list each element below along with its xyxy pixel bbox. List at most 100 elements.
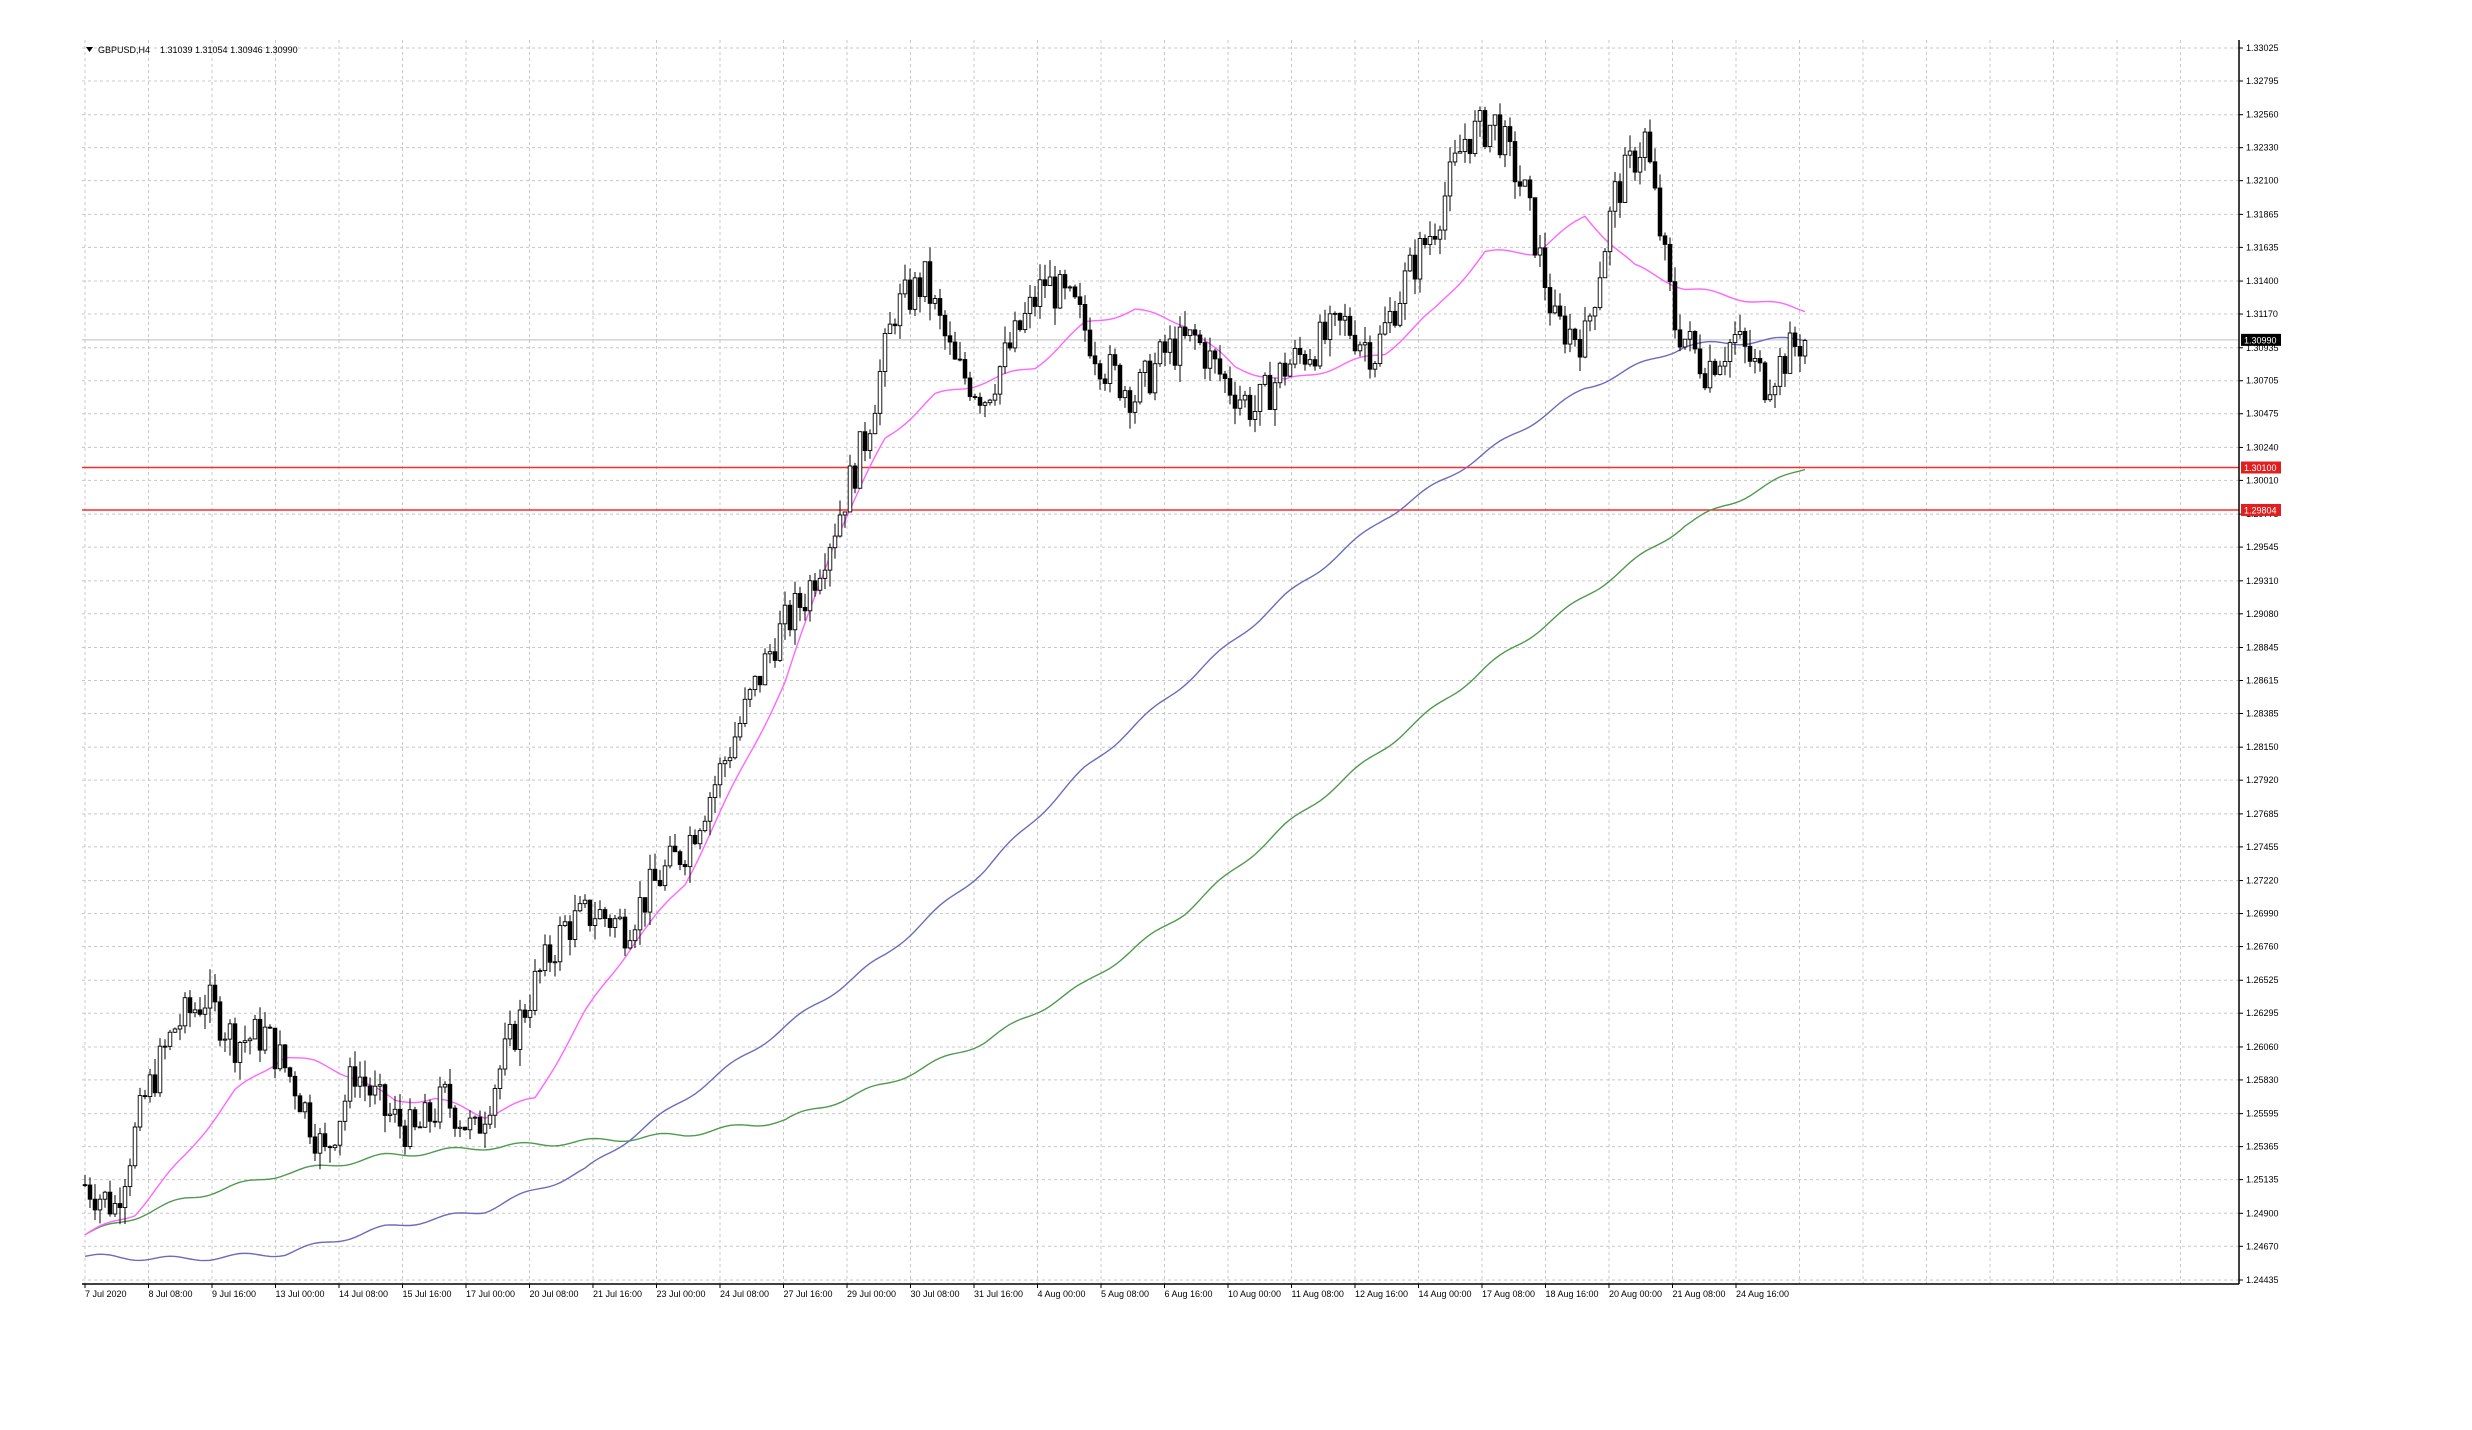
- candle: [207, 969, 213, 1023]
- candle: [777, 610, 783, 662]
- candle: [307, 1094, 313, 1145]
- candle: [1412, 239, 1418, 295]
- candle: [87, 1177, 93, 1208]
- candle: [1157, 338, 1163, 367]
- candle: [172, 1027, 178, 1034]
- x-tick-label: 8 Jul 08:00: [149, 1289, 193, 1299]
- level-price-tag: [2241, 461, 2281, 474]
- candle: [1642, 127, 1648, 171]
- x-tick-label: 14 Jul 08:00: [339, 1289, 388, 1299]
- y-tick-label: 1.24670: [2246, 1241, 2279, 1251]
- candle: [1732, 321, 1738, 355]
- candle: [1517, 165, 1523, 197]
- price-chart[interactable]: 1.33025 1.32795 1.32560 1.32330 1.32100 1.318…: [82, 40, 2289, 1305]
- candle: [217, 996, 223, 1047]
- candle: [1557, 293, 1563, 320]
- candle: [282, 1044, 288, 1073]
- candle: [862, 421, 868, 462]
- candle: [1187, 329, 1193, 342]
- candle: [352, 1051, 358, 1098]
- y-tick-label: 1.28385: [2246, 708, 2279, 718]
- y-tick-label: 1.27455: [2246, 842, 2279, 852]
- candle: [272, 1027, 278, 1079]
- y-tick-label: 1.30010: [2246, 475, 2279, 485]
- candle: [1302, 350, 1308, 371]
- candle: [1217, 345, 1223, 382]
- y-tick-label: 1.30935: [2246, 343, 2279, 353]
- candle: [1492, 114, 1498, 141]
- candle: [537, 968, 543, 984]
- level-price-tag: [2241, 503, 2281, 516]
- dropdown-triangle-icon[interactable]: [86, 47, 93, 52]
- candle: [817, 569, 823, 595]
- candle: [1682, 338, 1688, 350]
- candle: [1002, 326, 1008, 374]
- candle: [1402, 262, 1408, 320]
- candle: [262, 1012, 268, 1055]
- y-tick-label: 1.26760: [2246, 942, 2279, 952]
- candle: [112, 1195, 118, 1217]
- candle: [1477, 106, 1483, 137]
- candle: [1027, 285, 1033, 329]
- candle: [1192, 324, 1198, 350]
- candle: [832, 523, 838, 559]
- candle: [982, 400, 988, 418]
- candle: [857, 431, 863, 489]
- candle: [1567, 313, 1573, 353]
- candle: [1592, 306, 1598, 331]
- candle: [1122, 385, 1128, 408]
- candle: [847, 454, 853, 513]
- candle: [1547, 273, 1553, 326]
- candle: [597, 900, 603, 920]
- candle: [882, 328, 888, 387]
- candle: [1047, 260, 1053, 286]
- candle: [1352, 320, 1358, 355]
- candle: [117, 1187, 123, 1225]
- candle: [1767, 379, 1773, 402]
- candle: [1432, 223, 1438, 246]
- y-tick-label: 1.30240: [2246, 442, 2279, 452]
- candle: [912, 271, 918, 317]
- candle: [1497, 103, 1503, 159]
- candle: [1802, 338, 1808, 365]
- candle: [1667, 237, 1673, 291]
- candle: [1562, 306, 1568, 354]
- candle: [432, 1108, 438, 1128]
- candle: [1472, 110, 1478, 157]
- candle: [1452, 139, 1458, 166]
- candle: [1367, 335, 1373, 379]
- candle: [762, 648, 768, 686]
- candle: [557, 916, 563, 971]
- candle: [1752, 348, 1758, 374]
- candle: [162, 1039, 168, 1060]
- candle: [477, 1110, 483, 1134]
- candle: [452, 1105, 458, 1137]
- candle: [1132, 395, 1138, 424]
- candle: [1737, 314, 1743, 339]
- chart-window[interactable]: 1.33025 1.32795 1.32560 1.32330 1.32100 1.318…: [82, 40, 2289, 1305]
- candle: [82, 1174, 88, 1188]
- candle: [1227, 366, 1233, 405]
- candle: [1152, 352, 1158, 401]
- candle: [1792, 326, 1798, 357]
- candle: [932, 294, 938, 310]
- candle: [872, 404, 878, 435]
- y-tick-label: 1.31865: [2246, 209, 2279, 219]
- candle: [1162, 334, 1168, 367]
- candle: [1347, 307, 1353, 340]
- candle: [782, 591, 788, 640]
- y-tick-label: 1.25595: [2246, 1109, 2279, 1119]
- candle: [972, 393, 978, 400]
- candle: [1107, 345, 1113, 393]
- candle: [1627, 135, 1633, 169]
- candle: [1422, 234, 1428, 249]
- candle: [237, 1041, 243, 1080]
- candle: [1212, 348, 1218, 374]
- x-tick-label: 17 Jul 00:00: [466, 1289, 515, 1299]
- candle: [1687, 321, 1693, 352]
- candle: [1542, 232, 1548, 301]
- candle: [712, 775, 718, 813]
- candle: [547, 935, 553, 972]
- x-tick-label: 17 Aug 08:00: [1482, 1289, 1535, 1299]
- level-price-tag-text: 1.29804: [2244, 505, 2277, 515]
